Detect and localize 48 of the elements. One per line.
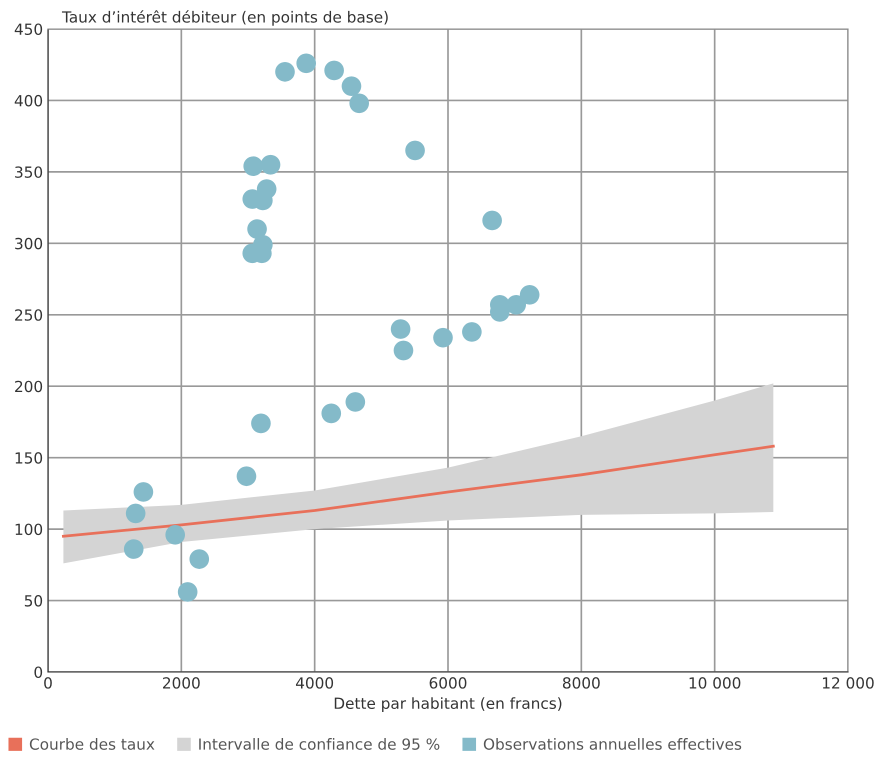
- x-tick-label: 2000: [163, 677, 200, 689]
- point: [346, 392, 366, 412]
- point: [260, 154, 280, 175]
- y-tick-label: 150: [16, 452, 42, 464]
- point: [349, 93, 370, 114]
- point: [405, 140, 425, 160]
- x-tick-label: 6000: [430, 677, 466, 689]
- y-tick-label: 200: [15, 380, 42, 392]
- point: [296, 53, 316, 74]
- y-tick-label: 300: [15, 238, 42, 250]
- y-tick-label: 400: [14, 94, 42, 106]
- point: [134, 482, 154, 502]
- x-tick-label: 0: [44, 677, 52, 689]
- x-tick-label: 12 000: [822, 677, 874, 689]
- point: [247, 219, 267, 239]
- y-tick-label: 450: [14, 23, 42, 36]
- legend-label: Observations annuelles effectives: [484, 738, 742, 750]
- point: [189, 549, 210, 569]
- point: [324, 60, 344, 80]
- x-tick-label: 8000: [562, 677, 600, 689]
- point: [394, 340, 414, 360]
- point: [251, 414, 271, 434]
- y-tick-label: 250: [15, 309, 42, 321]
- y-tick-label: 100: [16, 524, 42, 536]
- point: [482, 210, 502, 230]
- point: [321, 404, 342, 424]
- point: [243, 156, 264, 176]
- point: [506, 294, 526, 315]
- point: [520, 284, 540, 305]
- point: [236, 466, 256, 486]
- x-tick-label: 10 000: [690, 677, 740, 689]
- x-axis-title: Dette par habitant (en francs): [334, 697, 562, 712]
- point: [178, 582, 198, 602]
- point: [433, 328, 453, 348]
- point: [275, 62, 295, 82]
- point: [462, 322, 482, 342]
- legend-label: Courbe des taux: [30, 738, 154, 750]
- legend-label: Intervalle de confiance de 95 %: [199, 738, 440, 750]
- point: [124, 539, 144, 559]
- point: [342, 76, 362, 96]
- point: [390, 319, 410, 339]
- y-tick-label: 350: [15, 166, 42, 178]
- point: [165, 525, 186, 545]
- point: [126, 504, 146, 524]
- y-tick-label: 0: [34, 666, 42, 678]
- y-axis-title: Taux d’intérêt débiteur (en points de base): [62, 10, 388, 26]
- x-tick-label: 4000: [296, 677, 334, 689]
- y-tick-label: 50: [24, 595, 42, 607]
